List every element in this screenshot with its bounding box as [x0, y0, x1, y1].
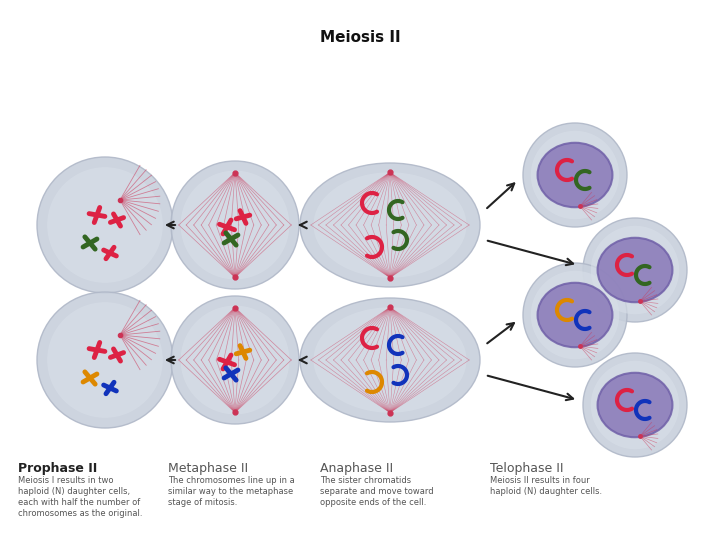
- Ellipse shape: [583, 218, 687, 322]
- Text: The chromosomes line up in a
similar way to the metaphase
stage of mitosis.: The chromosomes line up in a similar way…: [168, 476, 294, 507]
- Ellipse shape: [181, 171, 289, 279]
- Ellipse shape: [181, 306, 289, 414]
- Ellipse shape: [583, 353, 687, 457]
- Text: Anaphase II: Anaphase II: [320, 462, 393, 475]
- Ellipse shape: [538, 283, 613, 347]
- Text: The sister chromatids
separate and move toward
opposite ends of the cell.: The sister chromatids separate and move …: [320, 476, 433, 507]
- Ellipse shape: [313, 307, 467, 413]
- Ellipse shape: [591, 226, 679, 314]
- Ellipse shape: [48, 302, 163, 418]
- Ellipse shape: [171, 296, 299, 424]
- Ellipse shape: [300, 298, 480, 422]
- Ellipse shape: [531, 131, 619, 219]
- Ellipse shape: [523, 263, 627, 367]
- Text: Metaphase II: Metaphase II: [168, 462, 248, 475]
- Text: Meiosis II results in four
haploid (N) daughter cells.: Meiosis II results in four haploid (N) d…: [490, 476, 602, 496]
- Ellipse shape: [37, 292, 173, 428]
- Ellipse shape: [523, 123, 627, 227]
- Text: Telophase II: Telophase II: [490, 462, 564, 475]
- Text: Meiosis II: Meiosis II: [320, 30, 400, 45]
- Ellipse shape: [313, 172, 467, 278]
- Text: Prophase II: Prophase II: [18, 462, 97, 475]
- Ellipse shape: [171, 161, 299, 289]
- Ellipse shape: [598, 373, 672, 437]
- Ellipse shape: [591, 361, 679, 449]
- Ellipse shape: [48, 167, 163, 283]
- Text: Meiosis I results in two
haploid (N) daughter cells,
each with half the number o: Meiosis I results in two haploid (N) dau…: [18, 476, 143, 518]
- Ellipse shape: [300, 163, 480, 287]
- Ellipse shape: [538, 143, 613, 207]
- Ellipse shape: [598, 238, 672, 302]
- Ellipse shape: [37, 157, 173, 293]
- Ellipse shape: [531, 271, 619, 359]
